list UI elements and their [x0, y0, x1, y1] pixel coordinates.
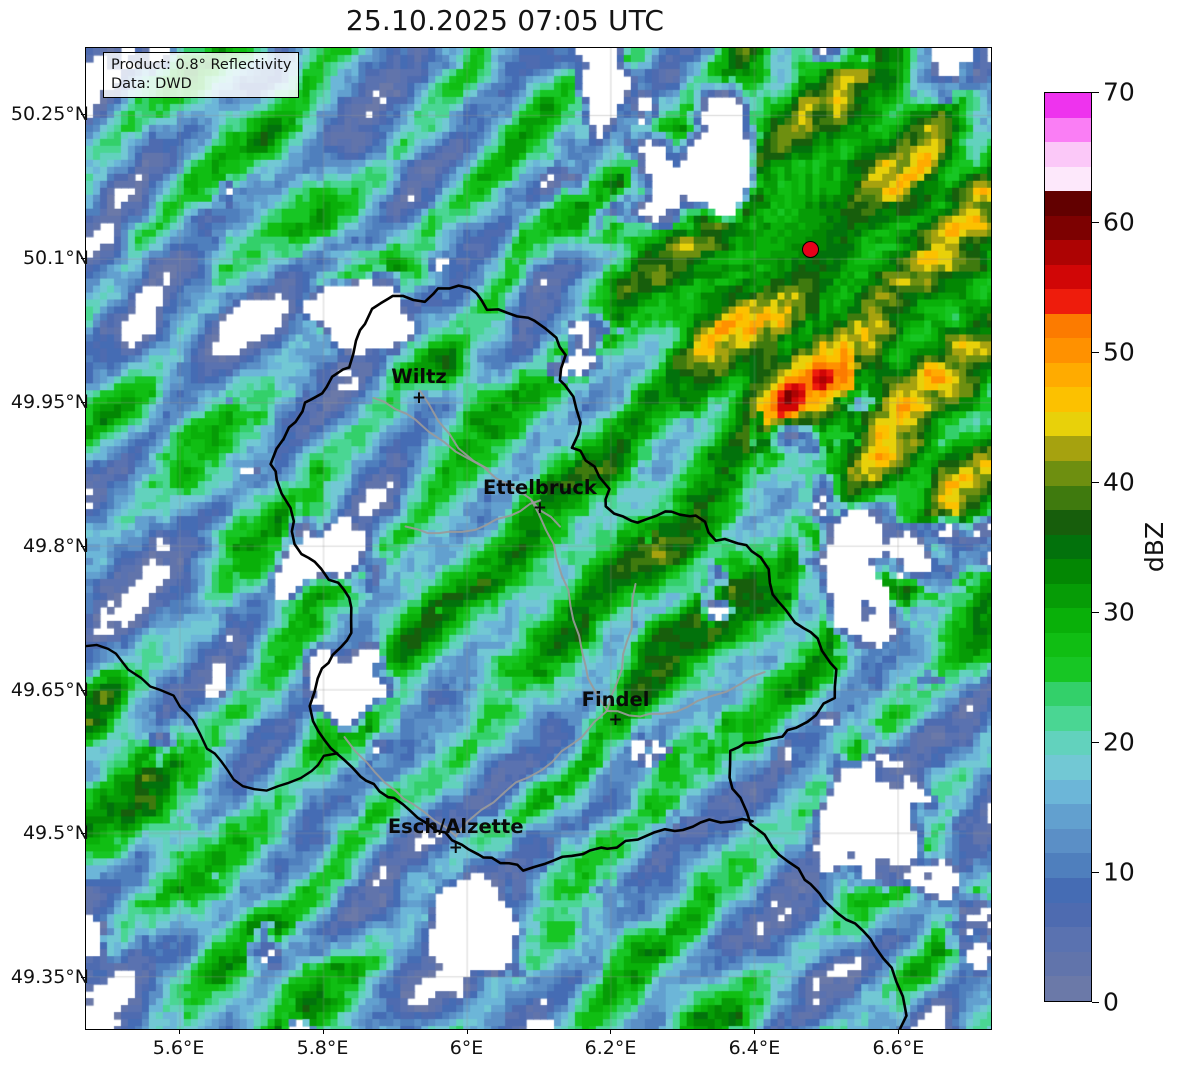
colorbar-band [1045, 976, 1091, 1001]
x-tick-label: 6.2°E [584, 1037, 637, 1059]
y-tick-label: 50.1°N [22, 246, 89, 269]
colorbar-tickmark [1092, 352, 1099, 354]
x-tick-label: 5.8°E [296, 1037, 349, 1059]
y-tick-label: 50.25°N [10, 103, 89, 126]
colorbar-band [1045, 902, 1091, 928]
colorbar-band [1045, 460, 1091, 486]
colorbar-band [1045, 313, 1091, 339]
colorbar-tick-label: 20 [1103, 727, 1135, 757]
colorbar-band [1045, 632, 1091, 658]
colorbar-band [1045, 657, 1091, 682]
colorbar-tickmark [1092, 872, 1099, 874]
colorbar-tick-label: 40 [1103, 467, 1135, 497]
colorbar-band [1045, 289, 1091, 314]
x-tickmark [466, 1030, 468, 1034]
x-tick-label: 6.6°E [872, 1037, 925, 1059]
colorbar-band [1045, 411, 1091, 437]
x-tick-label: 6°E [449, 1037, 484, 1059]
x-tickmark [610, 1030, 612, 1034]
radar-plot-area[interactable] [85, 47, 992, 1030]
colorbar-tickmark [1092, 742, 1099, 744]
colorbar-band [1045, 706, 1091, 731]
colorbar-band [1045, 117, 1091, 143]
page-title: 25.10.2025 07:05 UTC [345, 4, 665, 37]
y-tickmark [81, 545, 85, 547]
colorbar-band [1045, 436, 1091, 461]
colorbar-tickmark [1092, 92, 1099, 94]
y-tick-label: 49.8°N [22, 534, 89, 557]
colorbar-band [1045, 215, 1091, 241]
colorbar-tickmark [1092, 482, 1099, 484]
colorbar-tick-label: 10 [1103, 857, 1135, 887]
x-tick-label: 5.6°E [152, 1037, 205, 1059]
y-tickmark [81, 257, 85, 259]
radar-site-marker[interactable] [802, 240, 820, 258]
colorbar-band [1045, 510, 1091, 535]
x-tick-label: 6.4°E [728, 1037, 781, 1059]
x-tickmark [178, 1030, 180, 1034]
colorbar-tickmark [1092, 222, 1099, 224]
colorbar-tickmark [1092, 1002, 1099, 1004]
colorbar[interactable] [1044, 92, 1092, 1002]
x-tickmark [754, 1030, 756, 1034]
y-tickmark [81, 977, 85, 979]
colorbar-band [1045, 93, 1091, 118]
colorbar-band [1045, 559, 1091, 584]
x-tickmark [322, 1030, 324, 1034]
y-tickmark [81, 401, 85, 403]
y-tick-label: 49.65°N [10, 678, 89, 701]
colorbar-band [1045, 755, 1091, 780]
y-tickmark [81, 114, 85, 116]
colorbar-band [1045, 362, 1091, 388]
product-info-box: Product: 0.8° Reflectivity Data: DWD [103, 52, 300, 99]
colorbar-gradient [1044, 92, 1092, 1002]
colorbar-band [1045, 779, 1091, 805]
colorbar-tick-label: 0 [1103, 987, 1119, 1017]
colorbar-band [1045, 608, 1091, 633]
colorbar-band [1045, 240, 1091, 265]
colorbar-tick-label: 60 [1103, 207, 1135, 237]
colorbar-band [1045, 387, 1091, 412]
y-tick-label: 49.35°N [10, 966, 89, 989]
y-tickmark [81, 833, 85, 835]
colorbar-band [1045, 583, 1091, 609]
y-tick-label: 49.5°N [22, 822, 89, 845]
info-product-line: Product: 0.8° Reflectivity [111, 57, 292, 73]
colorbar-band [1045, 166, 1091, 192]
map-vector-overlay [86, 284, 908, 1029]
y-tickmark [81, 689, 85, 691]
colorbar-band [1045, 951, 1091, 977]
colorbar-band [1045, 338, 1091, 363]
colorbar-band [1045, 828, 1091, 854]
colorbar-tick-label: 30 [1103, 597, 1135, 627]
colorbar-tickmark [1092, 612, 1099, 614]
colorbar-band [1045, 142, 1091, 167]
colorbar-band [1045, 485, 1091, 511]
colorbar-band [1045, 878, 1091, 903]
colorbar-tick-label: 70 [1103, 77, 1135, 107]
colorbar-tick-label: 50 [1103, 337, 1135, 367]
colorbar-band [1045, 730, 1091, 756]
colorbar-band [1045, 853, 1091, 878]
colorbar-band [1045, 804, 1091, 829]
colorbar-axis-label: dBZ [1140, 521, 1169, 573]
info-data-line: Data: DWD [111, 75, 192, 92]
colorbar-band [1045, 927, 1091, 952]
y-tick-label: 49.95°N [10, 390, 89, 413]
colorbar-band [1045, 191, 1091, 216]
x-tickmark [898, 1030, 900, 1034]
colorbar-band [1045, 534, 1091, 560]
colorbar-band [1045, 681, 1091, 707]
colorbar-band [1045, 264, 1091, 290]
